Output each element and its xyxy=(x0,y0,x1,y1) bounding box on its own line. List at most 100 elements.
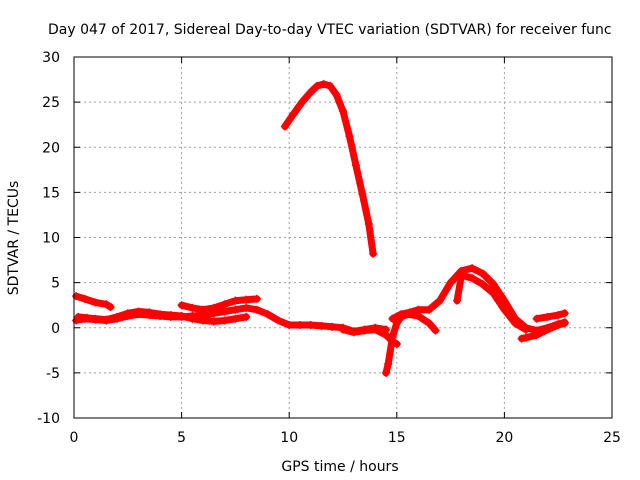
data-point xyxy=(231,296,240,305)
data-point xyxy=(489,280,498,289)
data-point xyxy=(80,294,89,303)
data-point xyxy=(414,305,423,314)
data-point xyxy=(543,312,552,321)
data-point xyxy=(532,330,541,339)
series-track-2 xyxy=(74,307,251,326)
y-tick-label: 15 xyxy=(42,185,60,201)
data-point xyxy=(280,122,289,131)
data-point xyxy=(298,98,307,107)
data-point xyxy=(166,311,175,320)
data-point xyxy=(220,300,229,309)
data-point xyxy=(209,303,218,312)
data-point xyxy=(242,295,251,304)
data-point xyxy=(252,294,261,303)
data-point xyxy=(521,333,530,342)
data-point xyxy=(82,313,91,322)
data-point xyxy=(188,314,197,323)
data-point xyxy=(313,81,322,90)
data-point xyxy=(369,249,378,258)
data-point xyxy=(457,271,466,280)
data-point xyxy=(177,312,186,321)
x-tick-label: 25 xyxy=(603,430,621,446)
y-tick-label: 5 xyxy=(51,276,60,292)
data-point xyxy=(560,319,569,328)
data-point xyxy=(72,292,81,301)
data-point xyxy=(360,326,369,335)
x-axis-label: GPS time / hours xyxy=(281,459,398,475)
data-point xyxy=(332,90,341,99)
data-point xyxy=(134,307,143,316)
data-point xyxy=(554,311,563,320)
data-point xyxy=(231,305,240,314)
data-point xyxy=(478,280,487,289)
data-point xyxy=(123,309,132,318)
data-point xyxy=(364,219,373,228)
data-point xyxy=(388,314,397,323)
y-tick-label: -10 xyxy=(37,411,60,427)
data-point xyxy=(220,316,229,325)
series-track-3 xyxy=(72,292,115,311)
data-point xyxy=(543,325,552,334)
data-point xyxy=(252,305,261,314)
series-trace xyxy=(533,309,569,323)
data-point xyxy=(371,325,380,334)
data-point xyxy=(91,298,100,307)
data-point xyxy=(382,330,391,339)
y-tick-label: 25 xyxy=(42,95,60,111)
data-point xyxy=(532,314,541,323)
data-point xyxy=(274,316,283,325)
data-point xyxy=(220,307,229,316)
data-point xyxy=(242,312,251,321)
series-track-11 xyxy=(532,309,569,323)
data-point xyxy=(468,274,477,283)
data-point xyxy=(489,289,498,298)
data-point xyxy=(453,296,462,305)
data-point xyxy=(102,315,111,324)
x-tick-label: 15 xyxy=(388,430,406,446)
series-track-4 xyxy=(177,294,261,314)
data-point xyxy=(306,88,315,97)
data-point xyxy=(306,321,315,330)
y-tick-label: 20 xyxy=(42,140,60,156)
data-point xyxy=(317,321,326,330)
data-point xyxy=(405,308,414,317)
data-point xyxy=(382,368,391,377)
series-track-10 xyxy=(517,319,569,343)
data-point xyxy=(91,314,100,323)
data-point xyxy=(199,316,208,325)
data-point xyxy=(102,300,111,309)
data-point xyxy=(392,319,401,328)
data-point xyxy=(425,305,434,314)
data-point xyxy=(339,107,347,116)
data-point xyxy=(358,190,367,199)
data-point xyxy=(289,109,298,118)
data-point xyxy=(517,334,526,343)
data-point xyxy=(521,325,530,334)
data-point xyxy=(560,309,569,318)
data-point xyxy=(388,332,397,341)
data-point xyxy=(554,321,563,330)
y-tick-label: 30 xyxy=(42,50,60,66)
data-point xyxy=(384,359,393,368)
data-point xyxy=(231,314,240,323)
series-trace xyxy=(281,80,377,258)
data-point xyxy=(349,328,358,337)
x-tick-label: 10 xyxy=(280,430,298,446)
data-point xyxy=(285,321,294,330)
data-point xyxy=(431,326,440,335)
y-axis-label: SDTVAR / TECUs xyxy=(6,181,22,296)
data-point xyxy=(425,319,434,328)
chart-title: Day 047 of 2017, Sidereal Day-to-day VTE… xyxy=(48,22,612,38)
data-point xyxy=(511,319,520,328)
x-tick-label: 5 xyxy=(177,430,186,446)
data-point xyxy=(500,305,509,314)
data-point xyxy=(435,296,444,305)
data-point xyxy=(345,132,354,141)
data-series xyxy=(72,80,569,377)
data-point xyxy=(397,310,406,319)
data-point xyxy=(113,312,122,321)
data-point xyxy=(319,80,328,89)
data-point xyxy=(468,264,477,273)
